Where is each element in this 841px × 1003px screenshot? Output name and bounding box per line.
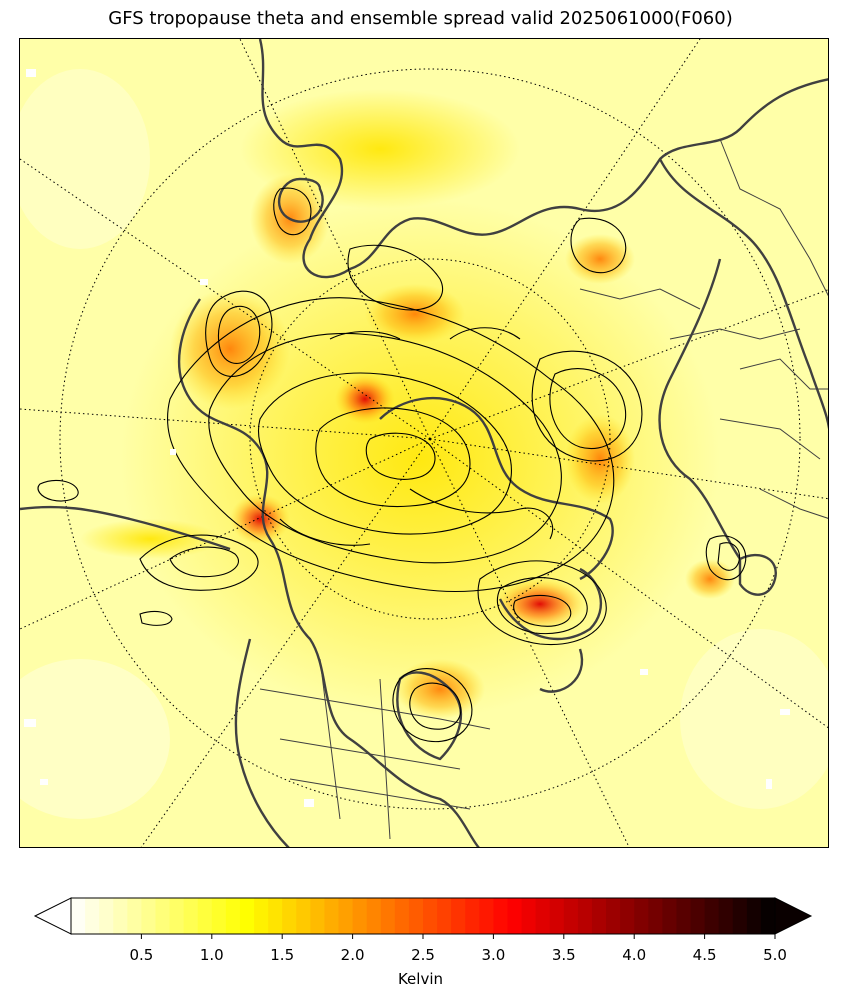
colorbar-cell: [282, 898, 297, 934]
colorbar-tick-label: 2.0: [340, 946, 365, 964]
colorbar-cell: [521, 898, 537, 934]
colorbar-cell: [606, 898, 621, 934]
graticule: [20, 39, 828, 847]
colorbar-cell: [620, 898, 635, 934]
colorbar-cell: [760, 898, 776, 934]
chart-title: GFS tropopause theta and ensemble spread…: [108, 8, 733, 29]
colorbar-cell: [563, 898, 579, 934]
colorbar-cell: [507, 898, 523, 934]
colorbar-cell: [155, 898, 171, 934]
colorbar-cell: [408, 898, 424, 934]
colorbar-svg: [33, 897, 813, 939]
colorbar-cell: [634, 898, 649, 934]
colorbar-tick-label: 2.5: [411, 946, 435, 964]
colorbar-cell: [394, 898, 410, 934]
colorbar-tick-label: 4.5: [692, 946, 717, 964]
colorbar-cell: [211, 898, 227, 934]
colorbar-cell: [71, 898, 86, 934]
spread-shading: [20, 69, 828, 819]
colorbar-cell: [352, 898, 368, 934]
low-spread-speckles: [24, 69, 790, 807]
map-panel: [19, 38, 829, 848]
theta-contours: [37, 187, 747, 743]
colorbar-cell: [310, 898, 326, 934]
colorbar-cell: [549, 898, 565, 934]
colorbar-tick-label: 3.0: [481, 946, 506, 964]
colorbar-cell: [732, 898, 748, 934]
colorbar: [33, 897, 813, 939]
colorbar-tick-label: 4.0: [622, 946, 647, 964]
colorbar-cell: [113, 898, 128, 934]
colorbar-cell: [99, 898, 114, 934]
colorbar-cell: [535, 898, 551, 934]
colorbar-tick-label: 1.0: [199, 946, 224, 964]
colorbar-cell: [591, 898, 607, 934]
colorbar-cell: [648, 898, 663, 934]
colorbar-cell: [338, 898, 354, 934]
colorbar-cell: [437, 898, 452, 934]
colorbar-cell: [169, 898, 185, 934]
colorbar-cell: [690, 898, 706, 934]
colorbar-cell: [296, 898, 311, 934]
colorbar-tick-label: 5.0: [763, 946, 787, 964]
colorbar-cell: [183, 898, 199, 934]
map-svg: [20, 39, 828, 847]
colorbar-cell: [704, 898, 720, 934]
colorbar-cell: [141, 898, 157, 934]
colorbar-cell: [197, 898, 213, 934]
colorbar-cell: [718, 898, 734, 934]
colorbar-label: Kelvin: [397, 970, 444, 988]
colorbar-cell: [239, 898, 255, 934]
colorbar-extend-max: [774, 897, 813, 935]
colorbar-cell: [254, 898, 269, 934]
colorbar-cell: [465, 898, 480, 934]
colorbar-tick-label: 0.5: [129, 946, 154, 964]
colorbar-cell: [366, 898, 382, 934]
colorbar-cell: [676, 898, 692, 934]
colorbar-cell: [662, 898, 678, 934]
colorbar-cell: [225, 898, 241, 934]
colorbar-cell: [127, 898, 142, 934]
colorbar-tick-label: 1.5: [270, 946, 295, 964]
colorbar-cell: [85, 898, 100, 934]
colorbar-cell: [268, 898, 283, 934]
colorbar-cell: [423, 898, 438, 934]
colorbar-cell: [493, 898, 509, 934]
colorbar-cell: [451, 898, 466, 934]
colorbar-extend-min: [33, 897, 72, 935]
colorbar-cell: [577, 898, 593, 934]
colorbar-tick-label: 3.5: [551, 946, 576, 964]
borders: [259, 138, 828, 840]
colorbar-cell: [479, 898, 494, 934]
coastlines: [20, 39, 828, 847]
colorbar-cells: [71, 898, 776, 934]
colorbar-cell: [324, 898, 340, 934]
colorbar-ticks: [140, 934, 776, 939]
colorbar-cell: [380, 898, 396, 934]
colorbar-cell: [746, 898, 762, 934]
